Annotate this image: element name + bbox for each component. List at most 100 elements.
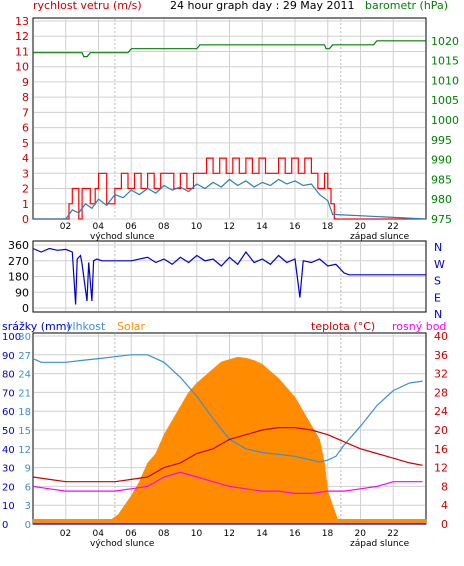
humidity-axis-label: vlhkost <box>66 320 106 333</box>
rain-y-tick-label: 90 <box>2 351 15 362</box>
wind-y-tick-label: 9 <box>22 76 29 89</box>
compass-tick-label: E <box>434 291 441 304</box>
x-tick-label: 16 <box>289 529 301 539</box>
sunrise-label-top: východ slunce <box>90 232 155 242</box>
wind-y-tick-label: 8 <box>22 91 29 104</box>
x-tick-label: 12 <box>224 222 235 232</box>
x-tick-label: 16 <box>289 222 301 232</box>
humidity-y-tick-label: 6 <box>25 482 31 493</box>
wind-y-tick-label: 5 <box>22 137 29 150</box>
wind-average-series <box>33 178 427 220</box>
x-tick-label: 18 <box>322 529 334 539</box>
wind-y-tick-label: 10 <box>15 61 29 74</box>
humidity-y-tick-label: 18 <box>18 407 31 418</box>
temperature-y-tick-label: 8 <box>441 480 448 493</box>
barometer-y-tick-label: 1020 <box>431 35 459 48</box>
humidity-y-tick-label: 24 <box>18 370 31 381</box>
sunset-label-top: západ slunce <box>350 232 410 242</box>
barometer-y-tick-label: 995 <box>431 134 452 147</box>
x-tick-label: 20 <box>355 529 367 539</box>
rain-y-tick-label: 10 <box>2 501 15 512</box>
direction-y-tick-label: 180 <box>8 271 29 284</box>
rain-y-tick-label: 0 <box>2 520 8 531</box>
x-tick-label: 06 <box>125 529 137 539</box>
rain-y-tick-label: 40 <box>2 445 15 456</box>
temperature-y-tick-label: 0 <box>441 518 448 531</box>
x-tick-label: 04 <box>93 222 105 232</box>
x-tick-label: 08 <box>158 222 170 232</box>
temperature-y-tick-label: 32 <box>434 368 448 381</box>
humidity-y-tick-label: 15 <box>18 426 31 437</box>
wind-y-tick-label: 7 <box>22 106 29 119</box>
x-tick-label: 02 <box>60 222 71 232</box>
humidity-y-tick-label: 3 <box>25 501 31 512</box>
x-tick-label: 22 <box>387 222 398 232</box>
x-tick-label: 10 <box>191 529 203 539</box>
x-tick-label: 04 <box>93 529 105 539</box>
x-tick-label: 06 <box>125 222 137 232</box>
x-tick-label: 20 <box>355 222 367 232</box>
x-tick-label: 22 <box>387 529 398 539</box>
rain-y-tick-label: 80 <box>2 370 15 381</box>
wind-direction-series <box>32 247 426 305</box>
wind-gust-series <box>33 157 426 220</box>
wind-y-tick-label: 2 <box>22 183 29 196</box>
wind-y-tick-label: 13 <box>15 15 29 28</box>
rain-y-tick-label: 60 <box>2 407 15 418</box>
wind-y-tick-label: 11 <box>15 45 29 58</box>
temperature-y-tick-label: 40 <box>434 330 448 343</box>
humidity-y-tick-label: 12 <box>18 445 31 456</box>
temperature-y-tick-label: 20 <box>434 424 448 437</box>
x-tick-label: 12 <box>224 529 235 539</box>
temperature-axis-label: teplota (°C) <box>311 320 375 333</box>
barometer-series <box>33 40 426 58</box>
barometer-y-tick-label: 990 <box>431 154 452 167</box>
humidity-y-tick-label: 21 <box>18 388 31 399</box>
rain-y-tick-label: 70 <box>2 388 15 399</box>
temperature-y-tick-label: 28 <box>434 386 448 399</box>
chart-title: 24 hour graph day : 29 May 2011 <box>170 0 355 12</box>
barometer-y-tick-label: 1015 <box>431 55 459 68</box>
compass-tick-label: W <box>434 258 445 271</box>
wind-y-tick-label: 1 <box>22 198 29 211</box>
direction-y-tick-label: 90 <box>15 286 29 299</box>
direction-y-tick-label: 360 <box>8 239 29 252</box>
x-tick-label: 08 <box>158 529 170 539</box>
x-tick-label: 10 <box>191 222 203 232</box>
x-tick-label: 14 <box>256 222 268 232</box>
rain-y-tick-label: 50 <box>2 426 15 437</box>
humidity-y-tick-label: 27 <box>18 351 31 362</box>
dew-point-series <box>32 471 423 494</box>
compass-tick-label: S <box>434 275 441 288</box>
rain-y-tick-label: 30 <box>2 464 15 475</box>
barometer-y-tick-label: 1005 <box>431 94 459 107</box>
compass-tick-label: N <box>434 308 442 321</box>
temperature-y-tick-label: 16 <box>434 443 448 456</box>
wind-y-tick-label: 3 <box>22 167 29 180</box>
wind-speed-axis-label: rychlost vetru (m/s) <box>33 0 142 12</box>
barometer-y-tick-label: 975 <box>431 213 452 226</box>
wind-y-tick-label: 12 <box>15 30 29 43</box>
wind-y-tick-label: 4 <box>22 152 29 165</box>
compass-tick-label: N <box>434 241 442 254</box>
sunrise-label-bottom: východ slunce <box>90 539 155 549</box>
humidity-y-tick-label: 0 <box>25 520 31 531</box>
direction-y-tick-label: 270 <box>8 255 29 268</box>
rain-y-tick-label: 20 <box>2 482 15 493</box>
wind-y-tick-label: 0 <box>22 213 29 226</box>
solar-area-series <box>32 356 427 525</box>
barometer-y-tick-label: 980 <box>431 193 452 206</box>
solar-axis-label: Solar <box>117 320 146 333</box>
x-tick-label: 18 <box>322 222 334 232</box>
sunset-label-bottom: západ slunce <box>350 539 410 549</box>
temperature-y-tick-label: 12 <box>434 462 448 475</box>
temperature-y-tick-label: 24 <box>434 405 448 418</box>
x-tick-label: 14 <box>256 529 268 539</box>
temperature-series <box>32 427 423 483</box>
direction-y-tick-label: 0 <box>22 302 29 315</box>
dew-point-axis-label: rosný bod <box>392 320 446 333</box>
rain-y-tick-label: 100 <box>2 332 21 343</box>
temperature-y-tick-label: 36 <box>434 349 448 362</box>
humidity-y-tick-label: 30 <box>18 332 31 343</box>
